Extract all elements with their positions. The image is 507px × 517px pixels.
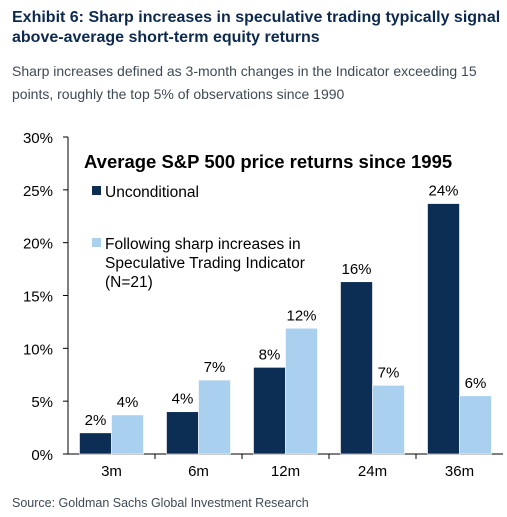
y-tick-label: 30% [23,130,53,147]
bar [166,411,199,455]
exhibit-subtitle: Sharp increases defined as 3-month chang… [12,63,477,102]
legend-label-unconditional: Unconditional [105,184,199,201]
x-tick-label: 3m [101,463,122,480]
bar [340,281,373,455]
legend-label-following: Following sharp increases in Speculative … [105,236,305,291]
bar [427,203,460,455]
data-label: 7% [378,364,400,381]
bar [372,385,405,455]
data-label: 12% [286,307,316,324]
bar-series: 2% 4% 4% 7% 8% 12% 16% 7% 24% 6% [79,183,492,455]
x-tick-label: 12m [271,463,300,480]
data-label: 7% [204,359,226,376]
y-tick-label: 15% [23,289,53,306]
bar [459,395,492,455]
y-tick-label: 20% [23,236,53,253]
y-tick-label: 5% [31,394,53,411]
x-tick-label: 24m [358,463,387,480]
data-label: 8% [259,346,281,363]
bar [253,367,286,455]
bar [285,327,318,455]
bar [111,414,144,455]
legend: Average S&P 500 price returns since 1995… [84,151,452,291]
legend-swatch [92,238,101,247]
y-tick-label: 25% [23,183,53,200]
data-label: 4% [172,391,194,408]
bar [198,379,231,455]
x-tick-label: 6m [188,463,209,480]
data-label: 24% [428,183,458,200]
data-label: 16% [341,261,371,278]
legend-swatch [92,186,101,195]
bar [79,432,112,455]
data-label: 2% [85,412,107,429]
data-label: 4% [117,394,139,411]
x-tick-label: 36m [445,463,474,480]
y-tick-label: 0% [31,447,53,464]
source-note: Source: Goldman Sachs Global Investment … [12,496,309,510]
y-axis: 0% 5% 10% 15% 20% 25% 30% [23,130,69,464]
y-tick-label: 10% [23,341,53,358]
exhibit-title: Exhibit 6: Sharp increases in speculativ… [12,9,501,46]
data-label: 6% [465,375,487,392]
x-axis: 3m 6m 12m 24m 36m [68,453,503,480]
chart-title: Average S&P 500 price returns since 1995 [84,151,452,172]
